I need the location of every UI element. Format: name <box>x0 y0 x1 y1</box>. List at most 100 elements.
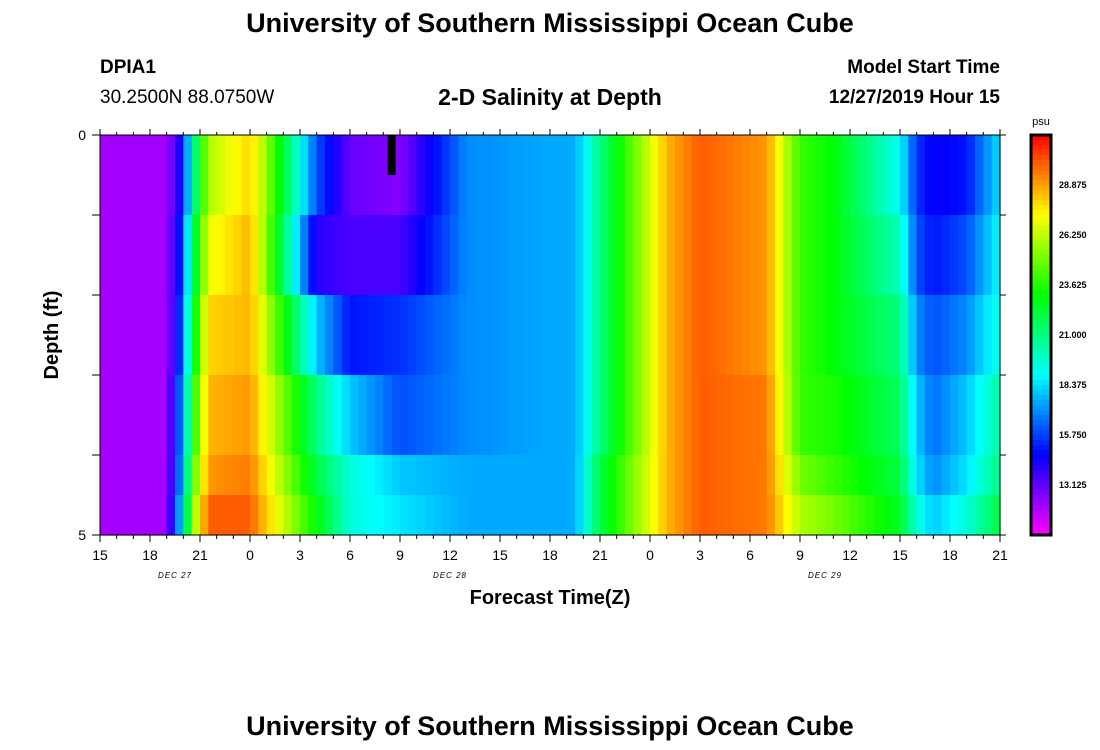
heatmap-cell <box>433 135 443 216</box>
heatmap-cell <box>325 295 334 376</box>
heatmap-cell <box>300 215 309 296</box>
heatmap-cell <box>225 495 234 536</box>
heatmap-cell <box>558 455 568 496</box>
heatmap-cell <box>241 135 251 216</box>
heatmap-cell <box>616 135 626 216</box>
heatmap-cell <box>358 375 368 456</box>
heatmap-cell <box>316 295 326 376</box>
heatmap-cell <box>216 375 226 456</box>
heatmap-cell <box>816 455 826 496</box>
colorbar-segment <box>1031 465 1051 471</box>
colorbar-segment <box>1031 495 1051 501</box>
heatmap-cell <box>291 495 301 536</box>
heatmap-cell <box>675 495 684 536</box>
heatmap-cell <box>733 135 743 216</box>
heatmap-cell <box>466 135 476 216</box>
heatmap-cell <box>258 215 268 296</box>
heatmap-cell <box>525 135 534 216</box>
heatmap-cell <box>858 455 868 496</box>
heatmap-cell <box>908 295 918 376</box>
heatmap-cell <box>616 375 626 456</box>
heatmap-cell <box>933 375 943 456</box>
heatmap-cell <box>641 495 651 536</box>
heatmap-cell <box>100 295 109 376</box>
colorbar-segment <box>1031 300 1051 306</box>
heatmap-cell <box>233 295 243 376</box>
heatmap-cell <box>183 215 193 296</box>
heatmap-cell <box>325 455 334 496</box>
heatmap-cell <box>366 455 376 496</box>
heatmap-cell <box>491 295 501 376</box>
heatmap-cell <box>975 455 984 496</box>
colorbar-segment <box>1031 440 1051 446</box>
heatmap-cell <box>925 455 934 496</box>
colorbar-segment <box>1031 190 1051 196</box>
heatmap-cell <box>866 375 876 456</box>
heatmap-cell <box>108 375 118 456</box>
heatmap-cell <box>416 375 426 456</box>
colorbar-segment <box>1031 385 1051 391</box>
heatmap-cell <box>175 455 184 496</box>
date-label: DEC 28 <box>433 571 467 580</box>
heatmap-cell <box>408 455 418 496</box>
heatmap-cell <box>241 215 251 296</box>
colorbar-segment <box>1031 355 1051 361</box>
colorbar-segment <box>1031 365 1051 371</box>
heatmap-cell <box>800 215 809 296</box>
heatmap-cell <box>416 295 426 376</box>
heatmap-cell <box>216 135 226 216</box>
date-label: DEC 27 <box>158 571 192 580</box>
heatmap-cell <box>241 455 251 496</box>
heatmap-cell <box>908 455 918 496</box>
heatmap-cell <box>333 375 343 456</box>
heatmap-cell <box>291 375 301 456</box>
heatmap-cell <box>225 135 234 216</box>
heatmap-cell <box>941 135 951 216</box>
colorbar-segment <box>1031 470 1051 476</box>
heatmap-cell <box>841 295 851 376</box>
heatmap-cell <box>483 375 493 456</box>
heatmap-cell <box>708 375 718 456</box>
heatmap-cell <box>891 135 901 216</box>
colorbar-segment <box>1031 270 1051 276</box>
heatmap-cell <box>775 215 784 296</box>
colorbar-tick-label: 21.000 <box>1059 330 1087 340</box>
colorbar-segment <box>1031 530 1051 536</box>
heatmap-cell <box>366 215 376 296</box>
heatmap-cell <box>433 455 443 496</box>
heatmap-cell <box>491 455 501 496</box>
heatmap-cell <box>508 455 518 496</box>
heatmap-cell <box>383 455 393 496</box>
heatmap-cell <box>341 215 351 296</box>
heatmap-cell <box>633 295 643 376</box>
heatmap-cell <box>125 215 134 296</box>
heatmap-cell <box>675 295 684 376</box>
heatmap-cell <box>383 375 393 456</box>
heatmap-cell <box>583 495 593 536</box>
x-tick-label: 6 <box>746 547 754 563</box>
heatmap-cell <box>391 455 401 496</box>
heatmap-cell <box>500 375 509 456</box>
heatmap-cell <box>166 215 176 296</box>
heatmap-cell <box>458 455 468 496</box>
heatmap-cell <box>833 215 843 296</box>
heatmap-cell <box>575 375 584 456</box>
heatmap-cell <box>341 455 351 496</box>
y-axis-label: Depth (ft) <box>41 291 63 380</box>
colorbar-segment <box>1031 325 1051 331</box>
heatmap-cell <box>566 135 576 216</box>
heatmap-cell <box>475 495 484 536</box>
heatmap-cell <box>200 455 209 496</box>
heatmap-cell <box>716 215 726 296</box>
heatmap-cell <box>766 135 776 216</box>
heatmap-cell <box>700 135 709 216</box>
heatmap-cell <box>583 215 593 296</box>
heatmap-cell <box>908 375 918 456</box>
heatmap-cell <box>783 295 793 376</box>
heatmap-cell <box>491 215 501 296</box>
heatmap-cell <box>875 375 884 456</box>
heatmap-cell <box>916 495 926 536</box>
heatmap-cell <box>458 495 468 536</box>
colorbar-segment <box>1031 370 1051 376</box>
heatmap-cell <box>933 455 943 496</box>
